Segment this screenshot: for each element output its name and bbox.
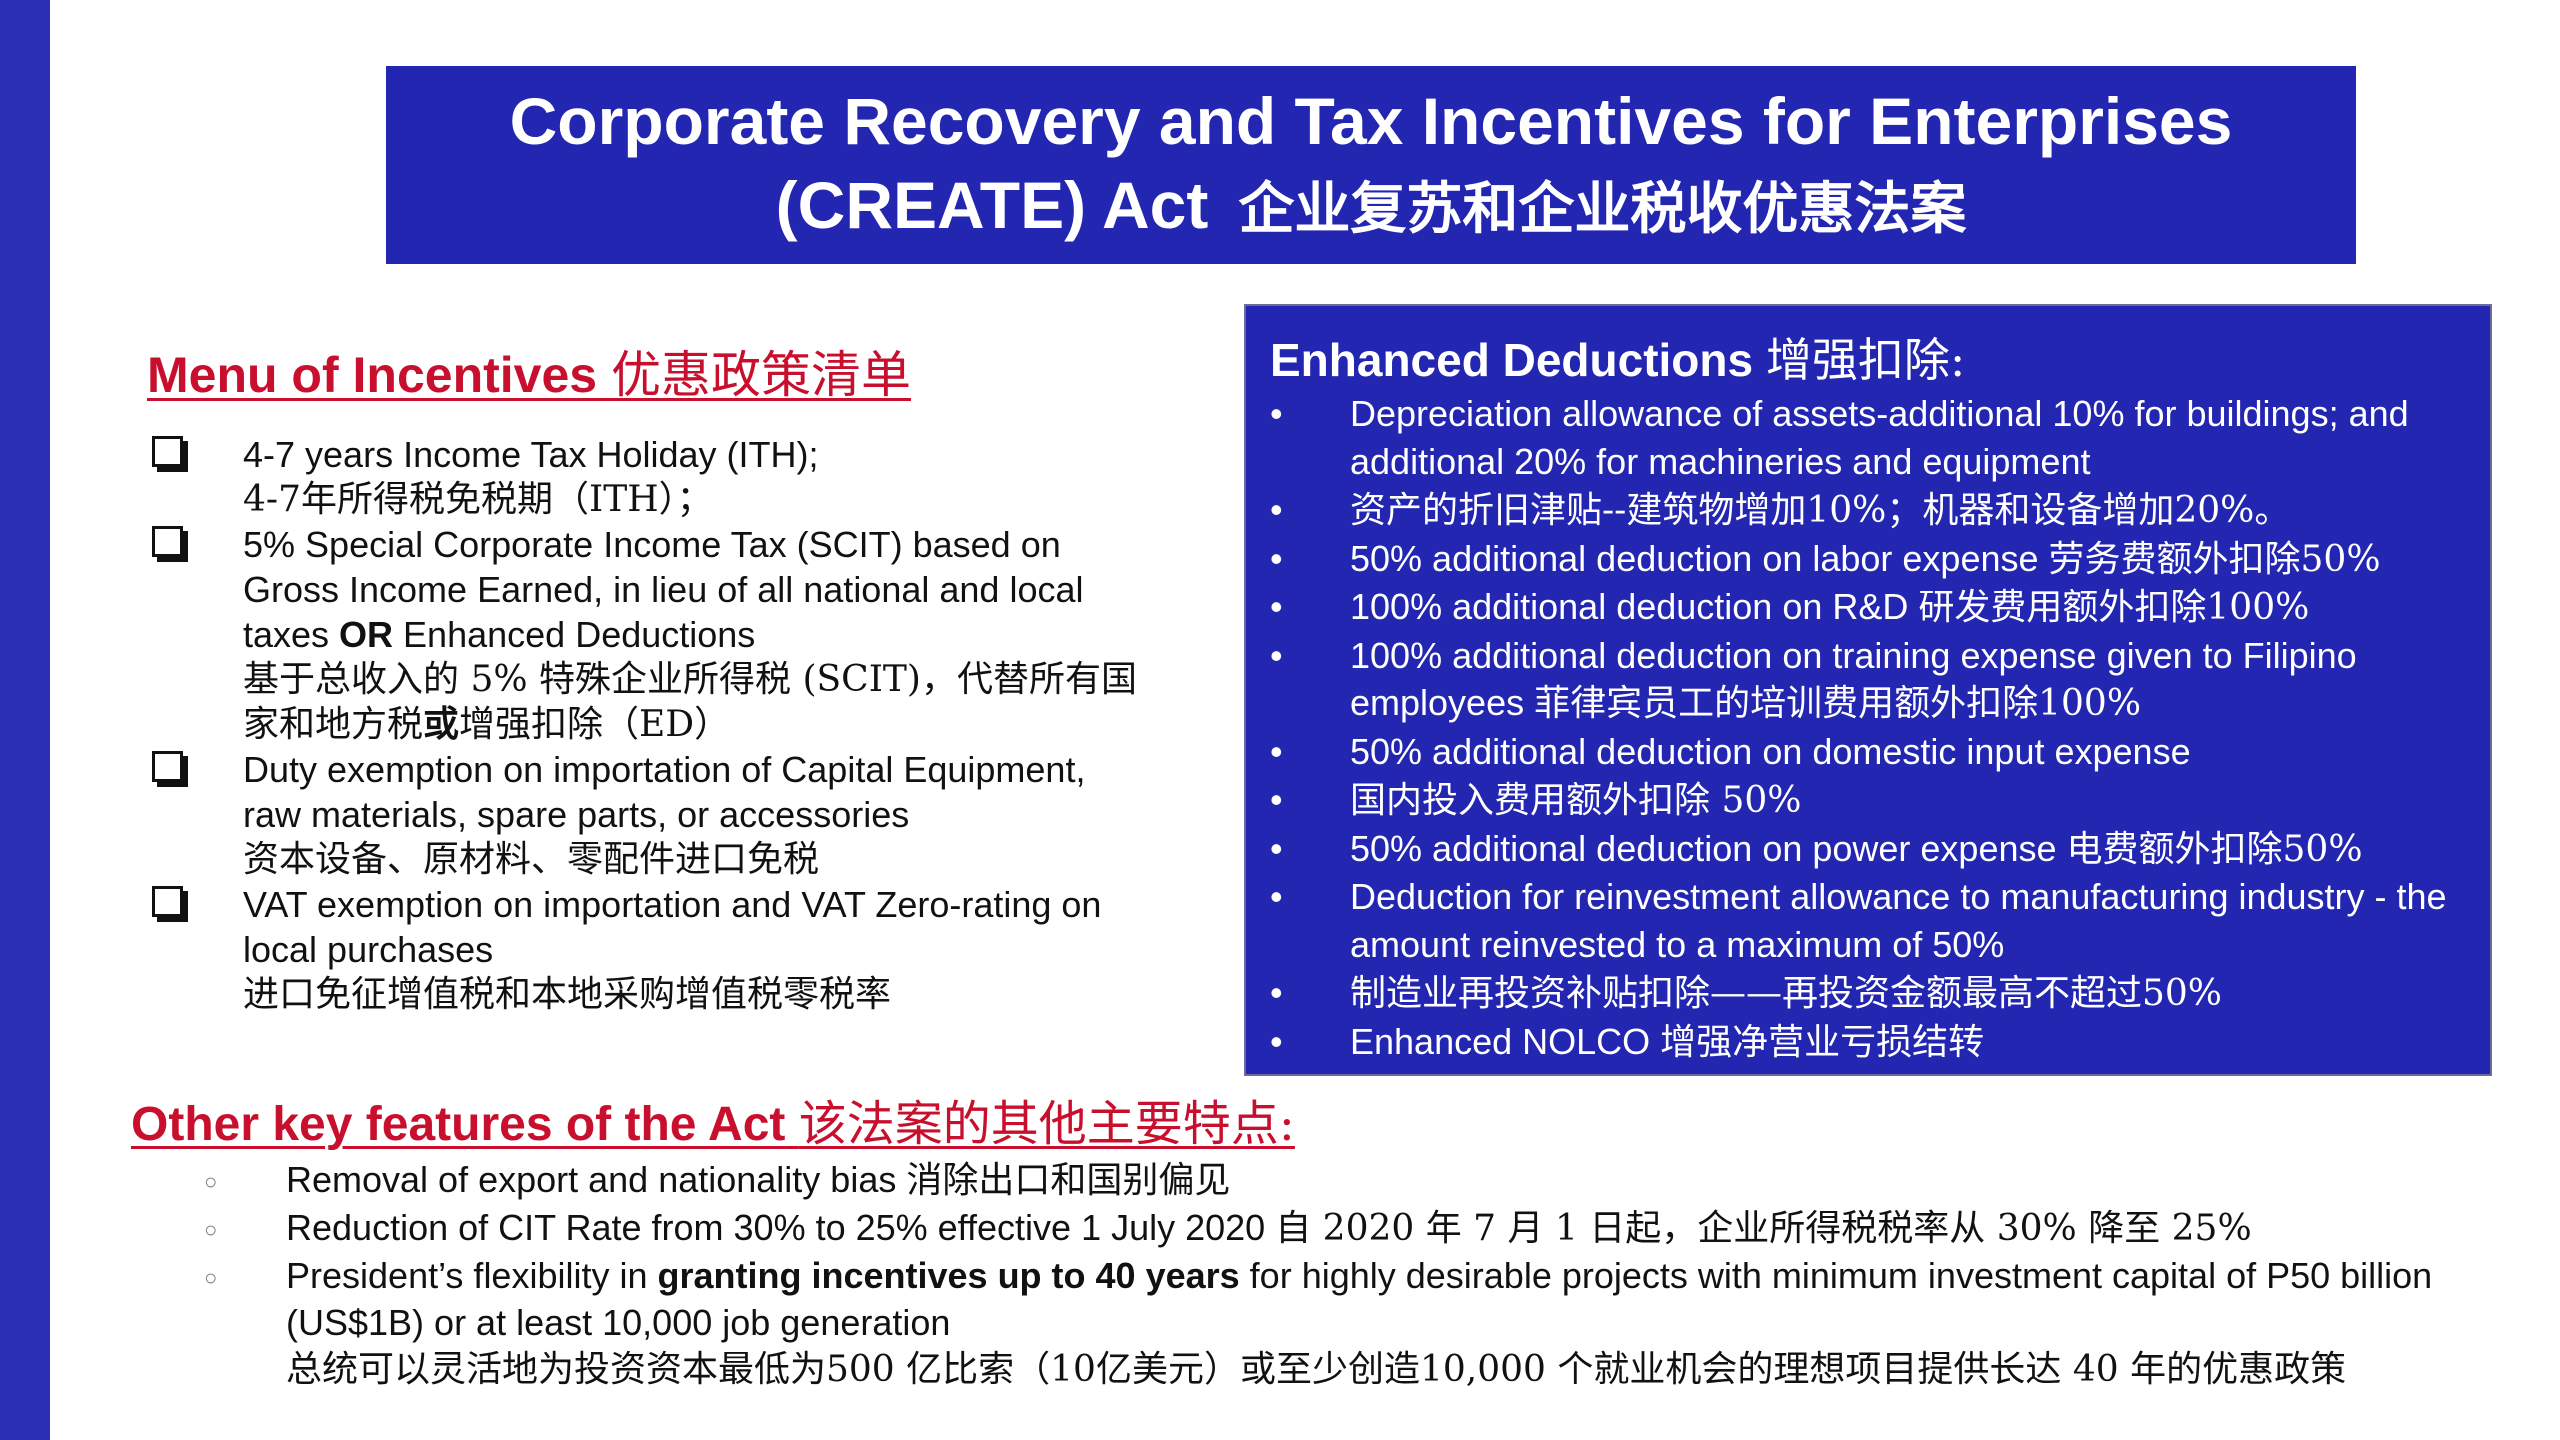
circle-bullet-icon: ○ [204,1169,218,1194]
deduction-item: • 国内投入费用额外扣除 50% [1270,776,2466,825]
feature-text-en-bold: granting incentives up to 40 years [657,1255,1240,1296]
menu-item-ith: 4-7 years Income Tax Holiday (ITH); 4-7年… [148,432,1148,522]
left-accent-bar [0,0,50,1440]
bullet-icon: • [1270,537,1283,579]
feature-item-cit: ○ Reduction of CIT Rate from 30% to 25% … [200,1204,2540,1252]
feature-text-en: President’s flexibility in granting ince… [286,1252,2540,1346]
deduction-item: • 50% additional deduction on domestic in… [1270,728,2466,777]
title-banner: Corporate Recovery and Tax Incentives fo… [386,66,2356,264]
bullet-icon: • [1270,489,1283,530]
bullet-icon: • [1270,730,1283,772]
menu-item-scit: 5% Special Corporate Income Tax (SCIT) b… [148,522,1148,747]
title-line-1: Corporate Recovery and Tax Incentives fo… [509,84,2233,158]
title-line-2-en: (CREATE) Act [775,168,1209,242]
checkbox-icon [152,886,183,917]
menu-item-text-zh-part: 增强扣除（ED） [459,704,731,745]
deduction-text-zh: 增强净营业亏损结转 [1660,1021,1985,1063]
menu-item-vat: VAT exemption on importation and VAT Zer… [148,882,1148,1017]
deduction-text-en: 50% additional deduction on power expens… [1350,827,2067,869]
bullet-icon: • [1270,393,1283,434]
checkbox-icon [152,526,183,557]
feature-text-en-part: President’s flexibility in [286,1255,658,1296]
feature-text-en-part: for highly desirable projects with minim… [286,1255,2433,1343]
circle-bullet-icon: ○ [204,1265,218,1290]
feature-text-zh: 总统可以灵活地为投资资本最低为500 亿比索（10亿美元）或至少创造10,000… [286,1349,2347,1390]
deduction-text-zh: 劳务费额外扣除50% [2048,538,2381,580]
features-heading-en: Other key features of the Act [131,1098,786,1151]
deduction-text-en: 100% additional deduction on training ex… [1350,634,2357,724]
bullet-icon: • [1270,634,1283,676]
deduction-item: • Depreciation allowance of assets-additi… [1270,390,2466,486]
deduction-text-zh: 菲律宾员工的培训费用额外扣除100% [1534,683,2142,724]
menu-item-text-zh-part: 基于总收入的 5% 特殊企业所得税 (SCIT)，代替所有国家和地方税 [243,659,1137,745]
bullet-icon: • [1270,876,1283,917]
deduction-text-zh: 电费额外扣除50% [2066,828,2363,870]
menu-item-text-en-bold: OR [339,614,394,655]
deduction-text-en: Enhanced NOLCO [1350,1020,1661,1062]
feature-item-export: ○ Removal of export and nationality bias… [200,1156,2540,1204]
features-heading-zh: 该法案的其他主要特点: [798,1096,1295,1152]
deduction-text-en: 50% additional deduction on labor expens… [1350,537,2049,579]
deduction-item: • Deduction for reinvestment allowance to… [1270,873,2466,969]
deduction-item: • 资产的折旧津贴--建筑物增加10%；机器和设备增加20%。 [1270,486,2466,535]
features-heading: Other key features of the Act 该法案的其他主要特点… [131,1084,1295,1154]
bullet-icon: • [1270,827,1283,869]
deductions-list: • Depreciation allowance of assets-additi… [1270,390,2466,1066]
feature-text-zh: 自 2020 年 7 月 1 日起，企业所得税税率从 30% 降至 25% [1275,1208,2252,1249]
enhanced-deductions-panel: Enhanced Deductions 增强扣除: • Depreciation … [1244,304,2492,1076]
deduction-text-en: Depreciation allowance of assets-additio… [1350,393,2409,482]
circle-bullet-icon: ○ [204,1217,218,1242]
deduction-item: • Enhanced NOLCO 增强净营业亏损结转 [1270,1018,2466,1067]
deduction-text-en: 50% additional deduction on domestic inp… [1350,730,2191,772]
menu-item-text-en: 4-7 years Income Tax Holiday (ITH); [243,434,819,475]
menu-item-text-zh: 基于总收入的 5% 特殊企业所得税 (SCIT)，代替所有国家和地方税或增强扣除… [243,657,1148,747]
deduction-item: • 100% additional deduction on training e… [1270,632,2466,728]
title-line-2: (CREATE) Act 企业复苏和企业税收优惠法案 [386,163,2356,251]
deduction-text-zh: 研发费用额外扣除100% [1918,587,2310,628]
menu-item-text-zh: 进口免征增值税和本地采购增值税零税率 [243,974,892,1015]
deduction-text-zh: 制造业再投资补贴扣除——再投资金额最高不超过50% [1350,973,2223,1014]
deductions-heading-en: Enhanced Deductions [1270,334,1754,386]
checkbox-icon [152,436,183,467]
features-list: ○ Removal of export and nationality bias… [200,1156,2540,1393]
title-line-2-zh: 企业复苏和企业税收优惠法案 [1238,177,1967,240]
menu-item-duty: Duty exemption on importation of Capital… [148,747,1148,882]
menu-item-text-zh-bold: 或 [423,703,460,745]
deduction-item: • 50% additional deduction on power expen… [1270,825,2466,874]
feature-text-en: Reduction of CIT Rate from 30% to 25% ef… [286,1207,1276,1248]
feature-text-zh: 消除出口和国别偏见 [906,1160,1231,1201]
bullet-icon: • [1270,779,1283,820]
menu-item-text-zh: 4-7年所得税免税期（ITH）； [243,479,713,520]
checkbox-icon [152,751,183,782]
menu-item-text-zh: 资本设备、原材料、零配件进口免税 [243,839,820,880]
menu-item-text-en: VAT exemption on importation and VAT Zer… [243,884,1102,970]
menu-heading: Menu of Incentives 优惠政策清单 [147,335,911,407]
bullet-icon: • [1270,972,1283,1013]
deduction-item: • 50% additional deduction on labor expen… [1270,535,2466,584]
menu-item-text-en-part: 5% Special Corporate Income Tax (SCIT) b… [243,524,1084,655]
deduction-item: • 100% additional deduction on R&D 研发费用额外… [1270,583,2466,632]
feature-text-en: Removal of export and nationality bias [286,1159,907,1200]
deduction-text-en: 100% additional deduction on R&D [1350,586,1919,627]
menu-heading-en: Menu of Incentives [147,347,598,403]
deductions-heading-zh: 增强扣除: [1765,333,1966,387]
bullet-icon: • [1270,1020,1283,1062]
deduction-text-zh: 资产的折旧津贴--建筑物增加10%；机器和设备增加20%。 [1350,490,2291,531]
menu-heading-zh: 优惠政策清单 [610,346,911,404]
menu-item-text-en: 5% Special Corporate Income Tax (SCIT) b… [243,522,1148,657]
menu-item-text-en-part: Enhanced Deductions [393,614,756,655]
deduction-text-en: Deduction for reinvestment allowance to … [1350,876,2447,965]
menu-item-text-en: Duty exemption on importation of Capital… [243,749,1086,835]
deductions-heading: Enhanced Deductions 增强扣除: [1270,330,2466,390]
deduction-text-zh: 国内投入费用额外扣除 50% [1350,780,1802,821]
deduction-item: • 制造业再投资补贴扣除——再投资金额最高不超过50% [1270,969,2466,1018]
feature-item-president: ○ President’s flexibility in granting in… [200,1252,2540,1393]
menu-list: 4-7 years Income Tax Holiday (ITH); 4-7年… [148,432,1148,1017]
bullet-icon: • [1270,586,1283,627]
